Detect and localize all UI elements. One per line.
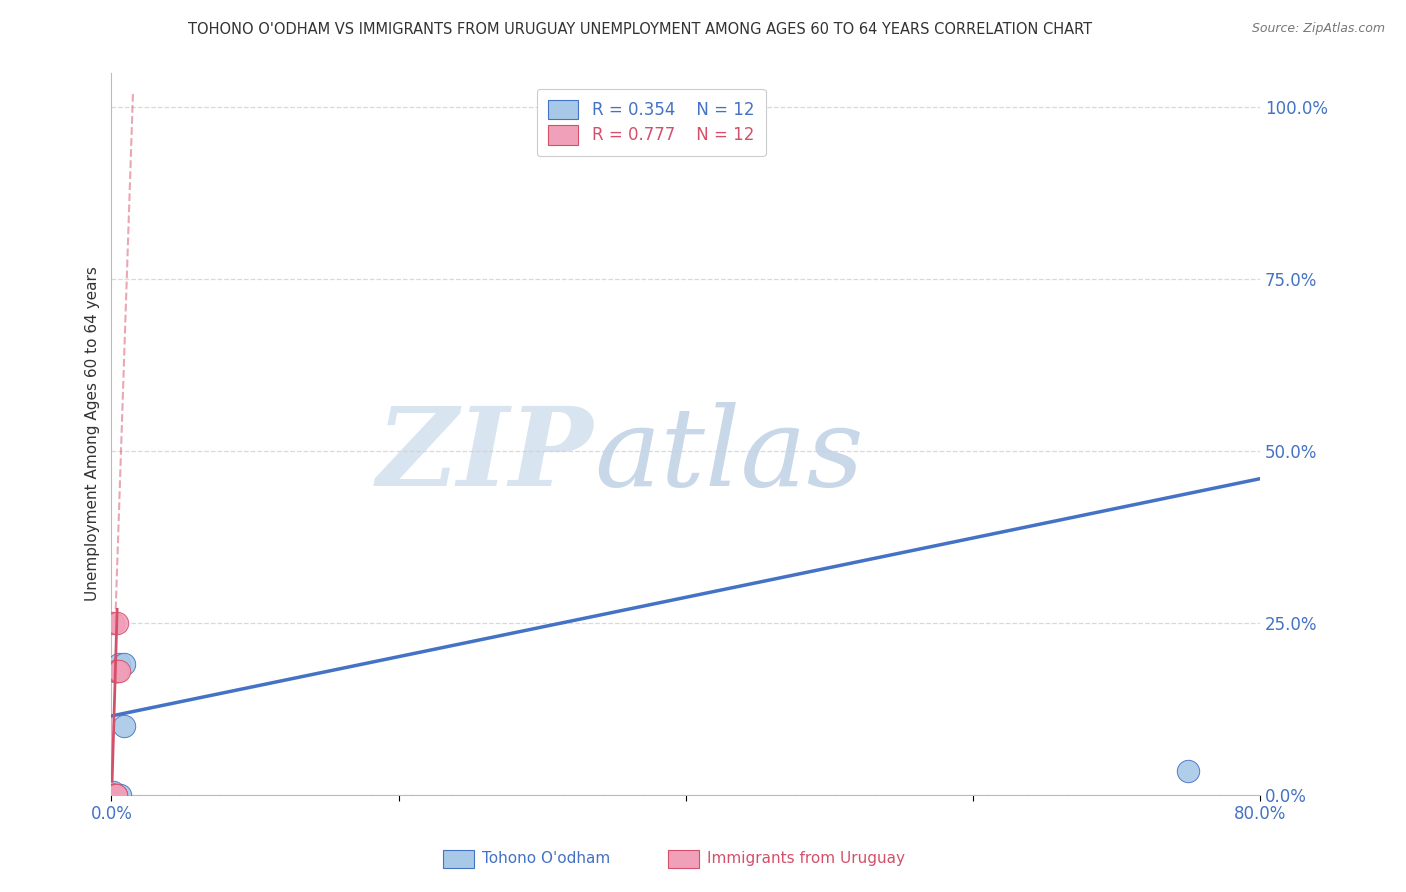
Point [101,788,124,802]
Text: Immigrants from Uruguay: Immigrants from Uruguay [707,852,905,866]
Text: ZIP: ZIP [377,402,593,509]
Point [101,788,124,802]
Point [103,788,125,802]
Point [104,665,127,679]
Y-axis label: Unemployment Among Ages 60 to 64 years: Unemployment Among Ages 60 to 64 years [86,267,100,601]
Point [103,788,125,802]
Point [103,788,125,802]
Point [107,657,129,672]
Point [105,665,128,679]
Point [103,788,125,802]
Point [101,616,124,631]
Point [101,784,124,798]
Point [101,788,124,802]
Point [104,788,127,802]
Point [107,665,129,679]
Point [104,788,127,802]
Point [105,665,128,679]
Point [105,616,128,631]
Point [112,657,135,672]
Point [104,665,127,679]
Point [108,788,131,802]
Point [112,719,135,733]
Text: TOHONO O'ODHAM VS IMMIGRANTS FROM URUGUAY UNEMPLOYMENT AMONG AGES 60 TO 64 YEARS: TOHONO O'ODHAM VS IMMIGRANTS FROM URUGUA… [187,22,1092,37]
Text: Tohono O'odham: Tohono O'odham [482,852,610,866]
Legend: R = 0.354    N = 12, R = 0.777    N = 12: R = 0.354 N = 12, R = 0.777 N = 12 [537,88,766,156]
Point [1177,764,1199,778]
Text: atlas: atlas [593,402,863,509]
Point [101,788,124,802]
Point [104,788,127,802]
Text: Source: ZipAtlas.com: Source: ZipAtlas.com [1251,22,1385,36]
